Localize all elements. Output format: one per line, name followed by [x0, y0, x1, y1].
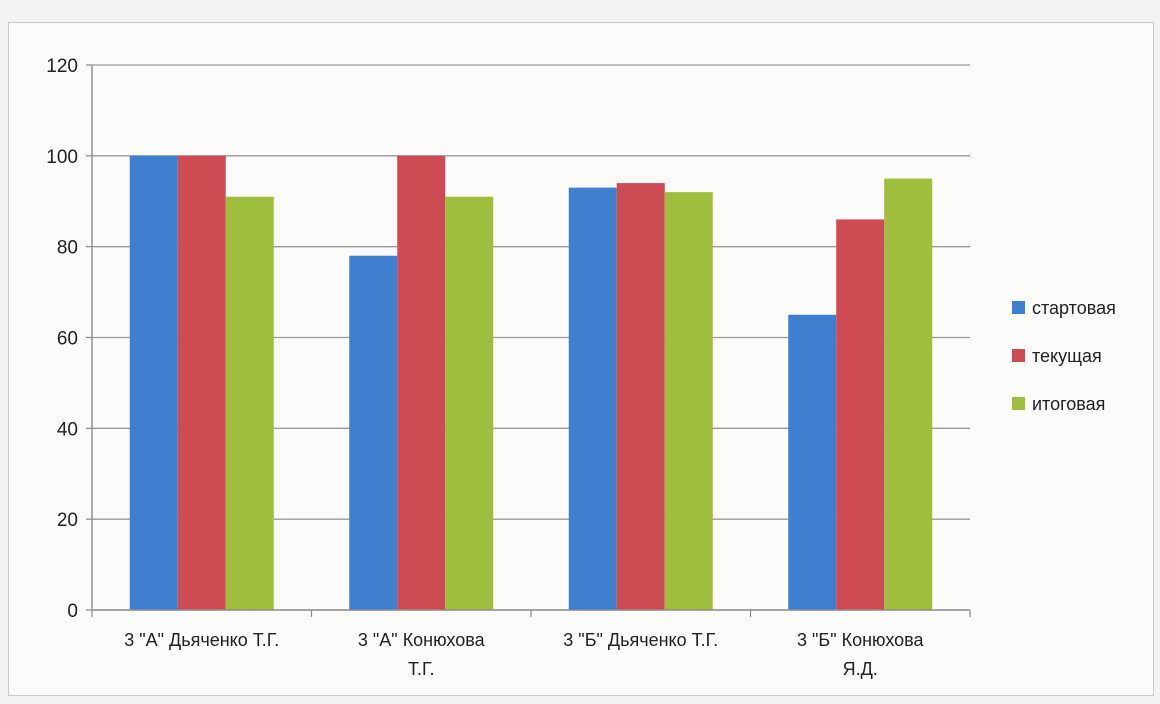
bars — [129, 155, 933, 611]
bar-1-1 — [129, 155, 178, 611]
legend: стартовая текущая итоговая — [1012, 298, 1116, 414]
bar-2-3 — [616, 183, 665, 611]
y-tick-label: 40 — [57, 419, 78, 440]
bar-2-1 — [177, 155, 226, 611]
x-category-labels: 3 "А" Дьяченко Т.Г. 3 "А" Конюхова Т.Г. 3 "… — [124, 630, 924, 679]
bar-2-2 — [397, 155, 446, 611]
y-tick-label: 60 — [57, 329, 78, 350]
x-category-label: Я.Д. — [843, 659, 878, 679]
legend-swatch — [1012, 397, 1025, 410]
y-tick-labels: 0 20 40 60 80 100 120 — [46, 56, 78, 622]
y-tick-label: 100 — [46, 147, 78, 168]
x-category-label: Т.Г. — [408, 659, 435, 679]
x-category-label: 3 "Б" Дьяченко Т.Г. — [563, 630, 718, 650]
bar-3-3 — [664, 192, 713, 610]
bar-1-4 — [788, 314, 837, 610]
y-tick-label: 120 — [46, 56, 78, 77]
bar-3-4 — [884, 178, 933, 610]
bar-2-4 — [836, 219, 885, 610]
bar-1-2 — [349, 255, 398, 610]
y-tick-label: 0 — [67, 601, 78, 622]
bar-3-1 — [225, 196, 274, 611]
legend-label: итоговая — [1032, 394, 1105, 414]
legend-swatch — [1012, 301, 1025, 314]
y-tick-label: 20 — [57, 510, 78, 531]
x-category-label: 3 "А" Конюхова — [358, 630, 486, 650]
legend-label: текущая — [1032, 346, 1102, 366]
x-category-label: 3 "А" Дьяченко Т.Г. — [124, 630, 279, 650]
bar-3-2 — [445, 196, 494, 611]
legend-swatch — [1012, 349, 1025, 362]
axes — [86, 64, 971, 617]
bar-1-3 — [568, 187, 617, 610]
legend-label: стартовая — [1032, 298, 1116, 318]
y-tick-label: 80 — [57, 238, 78, 259]
x-category-label: 3 "Б" Конюхова — [797, 630, 925, 650]
